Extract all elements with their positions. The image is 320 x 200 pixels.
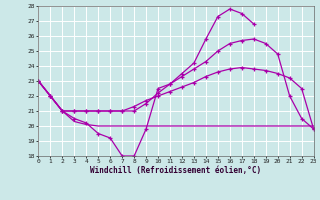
X-axis label: Windchill (Refroidissement éolien,°C): Windchill (Refroidissement éolien,°C) — [91, 166, 261, 175]
